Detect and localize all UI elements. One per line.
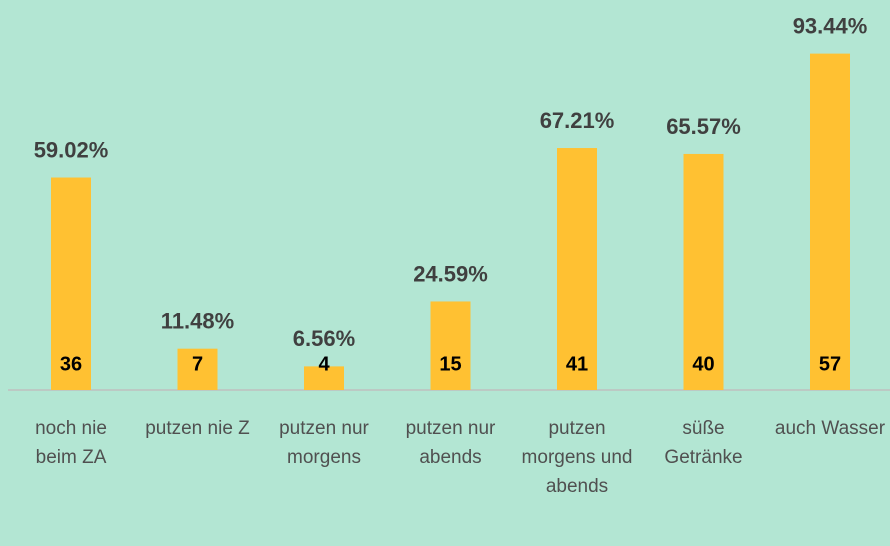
x-tick-label: putzen nie Z <box>145 418 250 439</box>
value-label: 93.44% <box>793 13 868 38</box>
value-label: 59.02% <box>34 137 109 162</box>
count-label: 57 <box>819 353 841 375</box>
x-tick-label: süße Getränke <box>664 418 743 468</box>
value-label: 24.59% <box>413 261 488 286</box>
value-label: 6.56% <box>293 326 355 351</box>
x-tick-label: auch Wasser <box>774 418 886 439</box>
count-label: 4 <box>318 353 330 375</box>
count-label: 40 <box>692 353 714 375</box>
value-label: 11.48% <box>161 308 234 333</box>
value-label: 65.57% <box>666 114 741 139</box>
count-label: 15 <box>439 353 461 375</box>
x-tick-label: noch nie beim ZA <box>35 418 107 468</box>
bar <box>430 301 471 390</box>
count-label: 41 <box>566 353 588 375</box>
bar <box>304 366 344 390</box>
bar <box>683 153 724 390</box>
bar <box>810 53 850 391</box>
bar <box>557 148 597 390</box>
x-tick-label: putzen morgens und abends <box>521 418 633 497</box>
count-label: 7 <box>192 353 203 375</box>
bar <box>177 348 218 390</box>
x-tick-label: putzen nur abends <box>405 418 496 468</box>
value-label: 67.21% <box>540 108 615 133</box>
bar <box>51 177 91 390</box>
count-label: 36 <box>60 353 82 375</box>
x-tick-label: putzen nur morgens <box>279 418 369 468</box>
